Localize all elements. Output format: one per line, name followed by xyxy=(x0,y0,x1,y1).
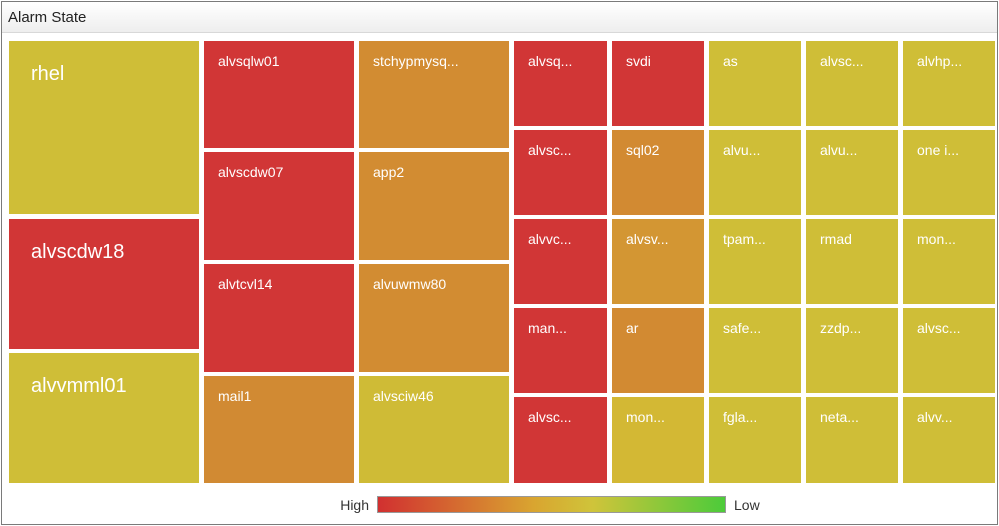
treemap-tile[interactable]: fgla... xyxy=(709,397,801,483)
treemap-tile[interactable]: alvvc... xyxy=(514,219,607,304)
treemap-tile[interactable]: alvscdw18 xyxy=(9,219,199,349)
legend-gradient xyxy=(377,496,726,513)
treemap-tile[interactable]: sql02 xyxy=(612,130,704,215)
treemap-tile[interactable]: app2 xyxy=(359,152,509,260)
treemap-tile[interactable]: alvhp... xyxy=(903,41,995,126)
treemap-tile[interactable]: one i... xyxy=(903,130,995,215)
treemap-tile[interactable]: alvsc... xyxy=(903,308,995,393)
treemap-tile[interactable]: alvtcvl14 xyxy=(204,264,354,372)
treemap-tile[interactable]: alvsq... xyxy=(514,41,607,126)
treemap-tile[interactable]: alvvmml01 xyxy=(9,353,199,483)
treemap-tile[interactable]: tpam... xyxy=(709,219,801,304)
title-bar: Alarm State xyxy=(2,2,997,33)
treemap-tile[interactable]: mon... xyxy=(903,219,995,304)
treemap-tile[interactable]: mail1 xyxy=(204,376,354,483)
treemap-tile[interactable]: zzdp... xyxy=(806,308,898,393)
treemap-tile[interactable]: alvu... xyxy=(806,130,898,215)
panel-title: Alarm State xyxy=(8,9,87,26)
treemap-tile[interactable]: ar xyxy=(612,308,704,393)
treemap-tile[interactable]: alvsv... xyxy=(612,219,704,304)
treemap-tile[interactable]: neta... xyxy=(806,397,898,483)
treemap-tile[interactable]: mon... xyxy=(612,397,704,483)
treemap-tile[interactable]: rhel xyxy=(9,41,199,214)
treemap-tile[interactable]: alvu... xyxy=(709,130,801,215)
treemap-tile[interactable]: safe... xyxy=(709,308,801,393)
treemap-tile[interactable]: svdi xyxy=(612,41,704,126)
treemap-tile[interactable]: rmad xyxy=(806,219,898,304)
treemap-tile[interactable]: alvscdw07 xyxy=(204,152,354,260)
legend-low: Low xyxy=(734,497,760,513)
treemap-tile[interactable]: as xyxy=(709,41,801,126)
treemap-tile[interactable]: man... xyxy=(514,308,607,393)
treemap-tile[interactable]: alvsciw46 xyxy=(359,376,509,483)
treemap-tile[interactable]: alvsc... xyxy=(806,41,898,126)
treemap-tile[interactable]: alvsqlw01 xyxy=(204,41,354,148)
treemap-tile[interactable]: alvsc... xyxy=(514,130,607,215)
treemap-tile[interactable]: alvuwmw80 xyxy=(359,264,509,372)
treemap-tile[interactable]: alvv... xyxy=(903,397,995,483)
treemap-tile[interactable]: alvsc... xyxy=(514,397,607,483)
treemap-tile[interactable]: stchypmysq... xyxy=(359,41,509,148)
legend-high: High xyxy=(340,497,369,513)
